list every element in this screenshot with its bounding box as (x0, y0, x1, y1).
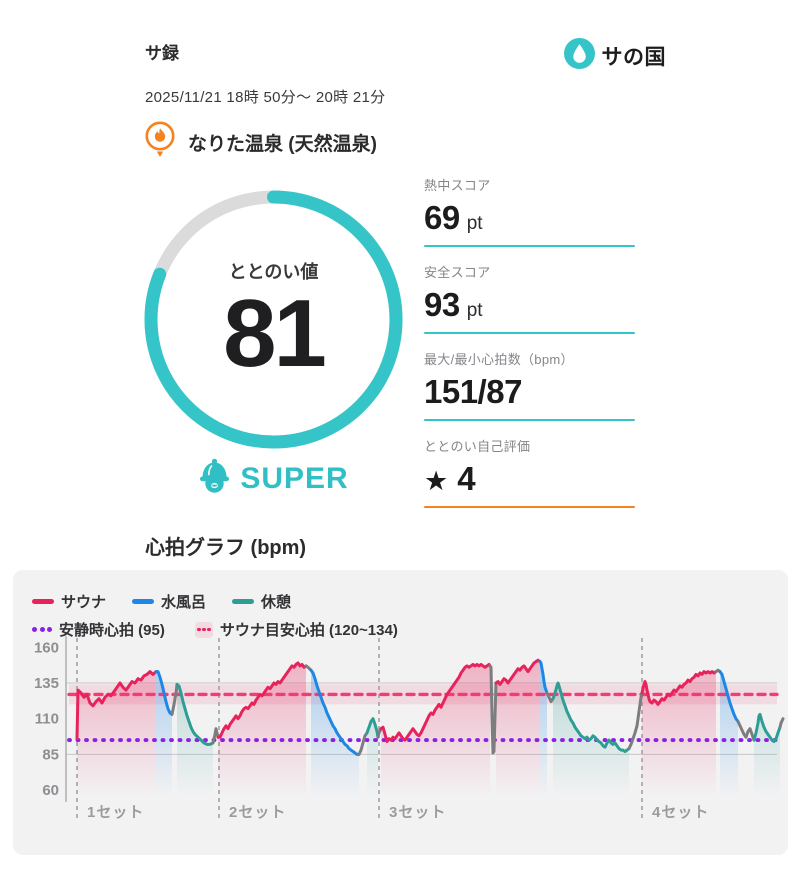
session-datetime: 2025/11/21 18時 50分〜 20時 21分 (145, 89, 386, 106)
svg-text:85: 85 (42, 746, 59, 763)
stat-safety-score: 安全スコア 93 pt (424, 265, 635, 334)
svg-text:4セット: 4セット (652, 804, 709, 821)
stat-value: 4 (457, 460, 476, 497)
stat-value: 69 (424, 199, 460, 236)
stat-label: ととのい自己評価 (424, 439, 531, 454)
svg-text:1セット: 1セット (87, 804, 144, 821)
stat-label: 安全スコア (424, 265, 491, 280)
venue-row: なりた温泉 (天然温泉) (143, 120, 377, 164)
gauge-label: ととのい値 (228, 261, 319, 282)
stat-label: 最大/最小心拍数（bpm） (424, 352, 574, 367)
brand-logo: サの国 (563, 38, 667, 74)
stat-self-rating: ととのい自己評価 ★ 4 (424, 439, 635, 508)
rank-label: SUPER (240, 461, 349, 495)
page-title: サ録 (145, 44, 179, 63)
sauna-hat-icon (198, 458, 231, 499)
stat-underline (424, 506, 635, 508)
venue-name: なりた温泉 (天然温泉) (188, 133, 377, 155)
legend-rest: 休憩 (232, 591, 291, 612)
stat-max-min-hr: 最大/最小心拍数（bpm） 151/87 (424, 352, 635, 421)
stat-unit: pt (466, 213, 483, 234)
legend-coldbath: 水風呂 (132, 591, 206, 612)
stat-value: 93 (424, 286, 460, 323)
legend-resting-hr: 安静時心拍 (95) (32, 619, 165, 640)
stat-underline (424, 245, 635, 247)
stat-unit: pt (466, 300, 483, 321)
stats-column: 熱中スコア 69 pt 安全スコア 93 pt 最大/最小心拍数（bpm） 15… (424, 178, 635, 526)
svg-text:135: 135 (34, 675, 59, 692)
water-drop-icon (563, 38, 595, 74)
legend-label: 休憩 (261, 594, 292, 611)
stat-heat-score: 熱中スコア 69 pt (424, 178, 635, 247)
legend-sauna: サウナ (32, 591, 106, 612)
svg-text:160: 160 (34, 639, 59, 656)
totonoi-gauge: ととのい値 81 (144, 190, 403, 449)
resting-hr-dots-swatch (32, 627, 52, 632)
svg-text:60: 60 (42, 782, 59, 799)
stat-underline (424, 419, 635, 421)
target-hr-band-swatch (194, 621, 213, 638)
stat-label: 熱中スコア (424, 178, 491, 193)
chart-heading: 心拍グラフ (bpm) (145, 537, 307, 559)
heart-rate-chart-card: 1セット 2セット 3セット 4セット 160 135 110 85 60 サウナ 水風呂 休憩… (13, 570, 788, 855)
gauge-value: 81 (223, 279, 327, 387)
star-icon: ★ (424, 466, 449, 496)
legend-label: サウナ目安心拍 (120~134) (219, 622, 398, 639)
legend-target-hr: サウナ目安心拍 (120~134) (194, 619, 398, 640)
svg-text:3セット: 3セット (389, 804, 446, 821)
flame-pin-icon (143, 120, 177, 164)
svg-text:110: 110 (35, 711, 59, 728)
stat-value: 151/87 (424, 373, 522, 410)
rest-line-swatch (232, 599, 255, 604)
sauna-line-swatch (32, 599, 54, 604)
legend-label: 安静時心拍 (95) (59, 622, 165, 639)
gauge-ring (144, 190, 403, 449)
svg-text:2セット: 2セット (229, 804, 286, 821)
chart-legend: サウナ 水風呂 休憩 安静時心拍 (95) サウナ目安心拍 (120~134) (32, 591, 398, 640)
brand-logo-text: サの国 (601, 46, 666, 69)
heart-rate-chart: 1セット 2セット 3セット 4セット 160 135 110 85 60 (34, 636, 785, 822)
legend-label: 水風呂 (161, 594, 207, 611)
coldbath-line-swatch (132, 599, 155, 604)
rank-row: SUPER (144, 458, 403, 499)
legend-label: サウナ (61, 594, 107, 611)
stat-underline (424, 332, 635, 334)
